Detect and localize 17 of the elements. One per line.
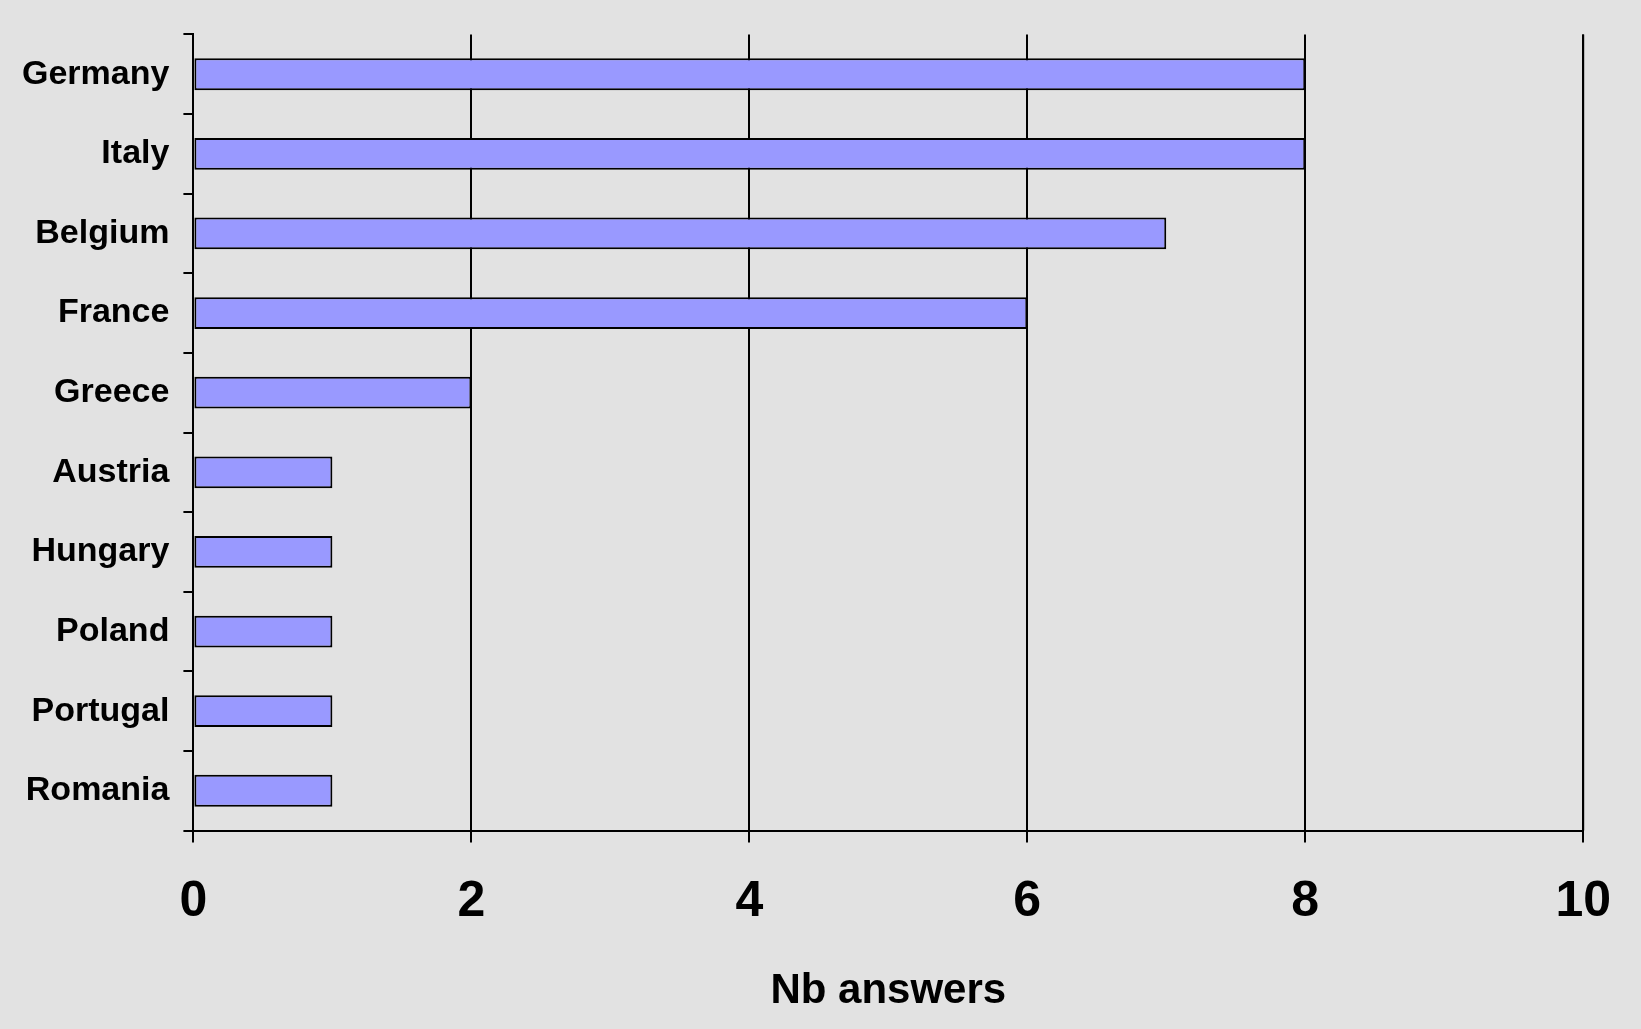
y-tick-label: Germany [22, 52, 170, 91]
y-tick-label: Belgium [35, 211, 170, 250]
x-tick-label: 4 [735, 871, 764, 928]
y-tick-label: Portugal [31, 689, 170, 728]
y-tick-label: Italy [101, 132, 170, 171]
x-tick-label: 2 [457, 871, 486, 928]
x-tick-label: 0 [179, 871, 208, 928]
x-tick-label: 8 [1291, 871, 1320, 928]
x-tick-label: 6 [1013, 871, 1042, 928]
x-axis-title: Nb answers [770, 965, 1007, 1013]
y-tick-label: France [57, 291, 170, 330]
x-tick-label: 10 [1555, 871, 1611, 928]
y-tick-label: Poland [56, 609, 170, 648]
y-tick-label: Romania [25, 769, 171, 808]
y-tick-label: Austria [52, 450, 171, 489]
y-tick-label: Hungary [31, 530, 170, 569]
y-tick-label: Greece [54, 371, 170, 410]
